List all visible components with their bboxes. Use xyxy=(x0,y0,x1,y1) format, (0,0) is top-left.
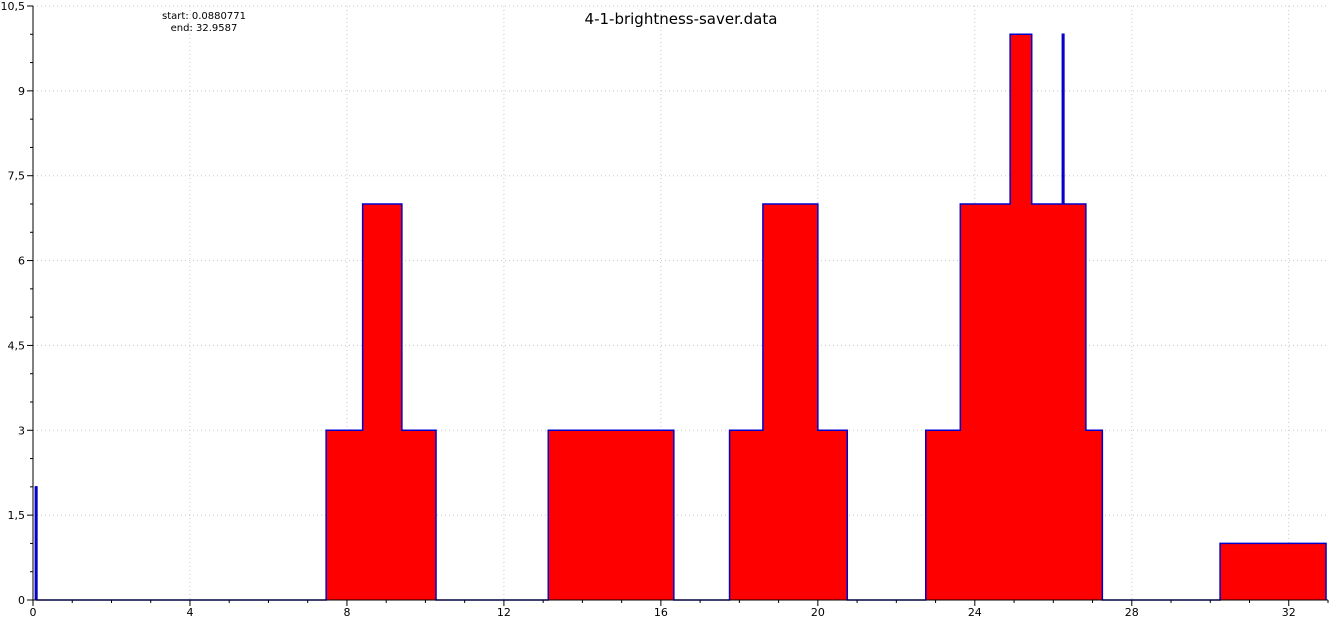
x-tick-label: 16 xyxy=(654,606,668,619)
y-tick-label: 9 xyxy=(18,85,25,98)
y-tick-label: 10,5 xyxy=(1,0,26,13)
y-tick-label: 0 xyxy=(18,594,25,607)
series-line xyxy=(34,33,1327,601)
series-fill xyxy=(35,34,1327,601)
tick-labels: 0 4 8 12 16 20 24 28 32 0 1,5 3 4,5 6 7,5 9 10,5 xyxy=(1,0,1296,619)
chart-title: 4-1-brightness-saver.data xyxy=(584,10,778,28)
axes xyxy=(32,6,1328,601)
tick-marks xyxy=(27,5,1329,606)
y-tick-label: 3 xyxy=(18,424,25,437)
y-tick-label: 7,5 xyxy=(8,170,26,183)
x-tick-label: 20 xyxy=(811,606,825,619)
range-start: start: 0.0880771 xyxy=(162,11,246,22)
x-tick-label: 32 xyxy=(1282,606,1296,619)
area-series xyxy=(34,33,1327,601)
grid xyxy=(33,5,1328,600)
x-tick-label: 28 xyxy=(1125,606,1139,619)
x-tick-label: 4 xyxy=(186,606,193,619)
x-tick-label: 0 xyxy=(30,606,37,619)
y-tick-label: 4,5 xyxy=(8,339,26,352)
y-tick-label: 6 xyxy=(18,255,25,268)
x-tick-label: 24 xyxy=(968,606,982,619)
range-end: end: 32.9587 xyxy=(170,23,238,34)
x-tick-label: 8 xyxy=(343,606,350,619)
x-tick-label: 12 xyxy=(497,606,511,619)
range-annotation: start: 0.0880771 end: 32.9587 xyxy=(120,11,288,35)
y-tick-label: 1,5 xyxy=(8,509,26,522)
